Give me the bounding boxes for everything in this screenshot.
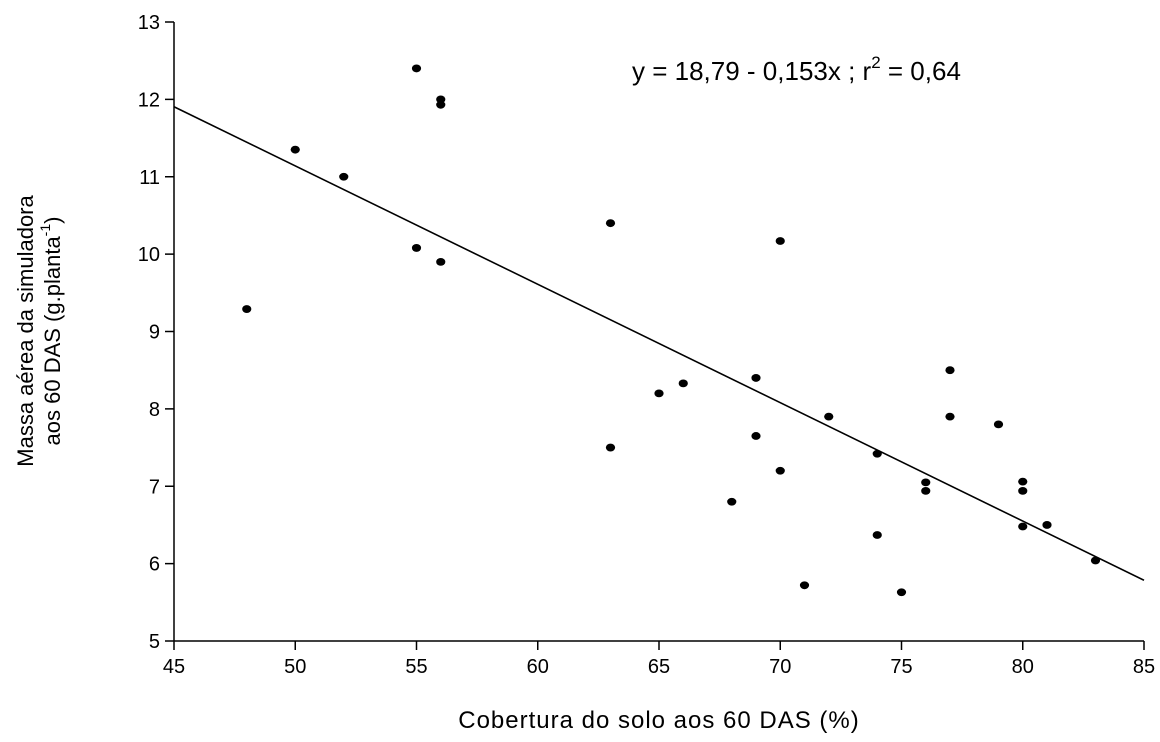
data-point <box>411 244 422 252</box>
data-point <box>993 420 1004 429</box>
data-point <box>872 531 882 539</box>
x-tick-label: 85 <box>1133 656 1155 678</box>
data-point <box>751 374 761 382</box>
data-point <box>945 412 955 421</box>
y-axis-title: Massa aérea da simuladora aos 60 DAS (g.… <box>13 195 65 467</box>
y-axis-title-line1: Massa aérea da simuladora <box>13 195 38 467</box>
x-tick-label: 80 <box>1012 656 1034 678</box>
data-point <box>799 581 810 590</box>
y-tick-label: 10 <box>138 244 160 266</box>
y-tick-label: 7 <box>149 476 160 498</box>
data-point <box>436 95 446 104</box>
x-tick-label: 55 <box>405 656 427 678</box>
data-point <box>1018 486 1028 495</box>
data-point <box>1090 556 1101 565</box>
data-points <box>242 64 1101 597</box>
y-axis-title-suffix: ) <box>40 217 65 224</box>
data-point <box>727 497 737 506</box>
data-point <box>872 449 882 458</box>
equation-tail: = 0,64 <box>881 56 961 86</box>
y-tick-label: 5 <box>149 631 160 653</box>
data-point <box>605 219 616 228</box>
x-axis-title: Cobertura do solo aos 60 DAS (%) <box>458 707 860 734</box>
data-point <box>411 64 422 73</box>
plot-axes <box>173 22 1144 642</box>
data-point <box>339 172 349 181</box>
data-point <box>654 389 664 398</box>
data-point <box>1042 521 1052 529</box>
data-point <box>824 412 834 421</box>
x-tick-label: 65 <box>648 656 670 678</box>
data-point <box>678 379 688 388</box>
data-point <box>242 305 252 313</box>
data-point <box>1018 477 1028 486</box>
data-point <box>290 145 300 154</box>
data-point <box>945 366 955 375</box>
data-point <box>751 432 761 440</box>
y-tick-label: 6 <box>149 554 160 576</box>
y-tick-label: 8 <box>149 399 160 421</box>
data-point <box>775 237 785 245</box>
equation-superscript: 2 <box>871 53 880 72</box>
regression-equation: y = 18,79 - 0,153x ; r2 = 0,64 <box>632 53 961 86</box>
data-point <box>775 466 785 475</box>
regression-line <box>173 106 1145 581</box>
data-point <box>605 443 616 452</box>
y-axis-title-line2: aos 60 DAS (g.planta-1) <box>37 217 65 446</box>
y-axis-superscript: -1 <box>37 224 53 237</box>
axis-ticks: 45 50 55 60 65 70 75 80 85 5 6 7 8 9 10 11 12 13 <box>138 12 1155 678</box>
data-point <box>896 588 907 597</box>
data-point <box>1018 522 1028 531</box>
x-tick-label: 50 <box>284 656 306 678</box>
y-tick-label: 12 <box>138 89 160 111</box>
y-tick-label: 13 <box>138 12 160 34</box>
data-point <box>921 478 931 487</box>
y-tick-label: 11 <box>139 167 160 189</box>
x-tick-label: 75 <box>890 656 912 678</box>
y-tick-label: 9 <box>149 322 160 344</box>
data-point <box>436 257 446 266</box>
regression-line-group <box>173 106 1145 581</box>
data-point <box>436 100 446 109</box>
x-tick-label: 45 <box>163 656 185 678</box>
x-tick-label: 70 <box>769 656 791 678</box>
x-tick-label: 60 <box>527 656 549 678</box>
data-point <box>921 486 931 495</box>
